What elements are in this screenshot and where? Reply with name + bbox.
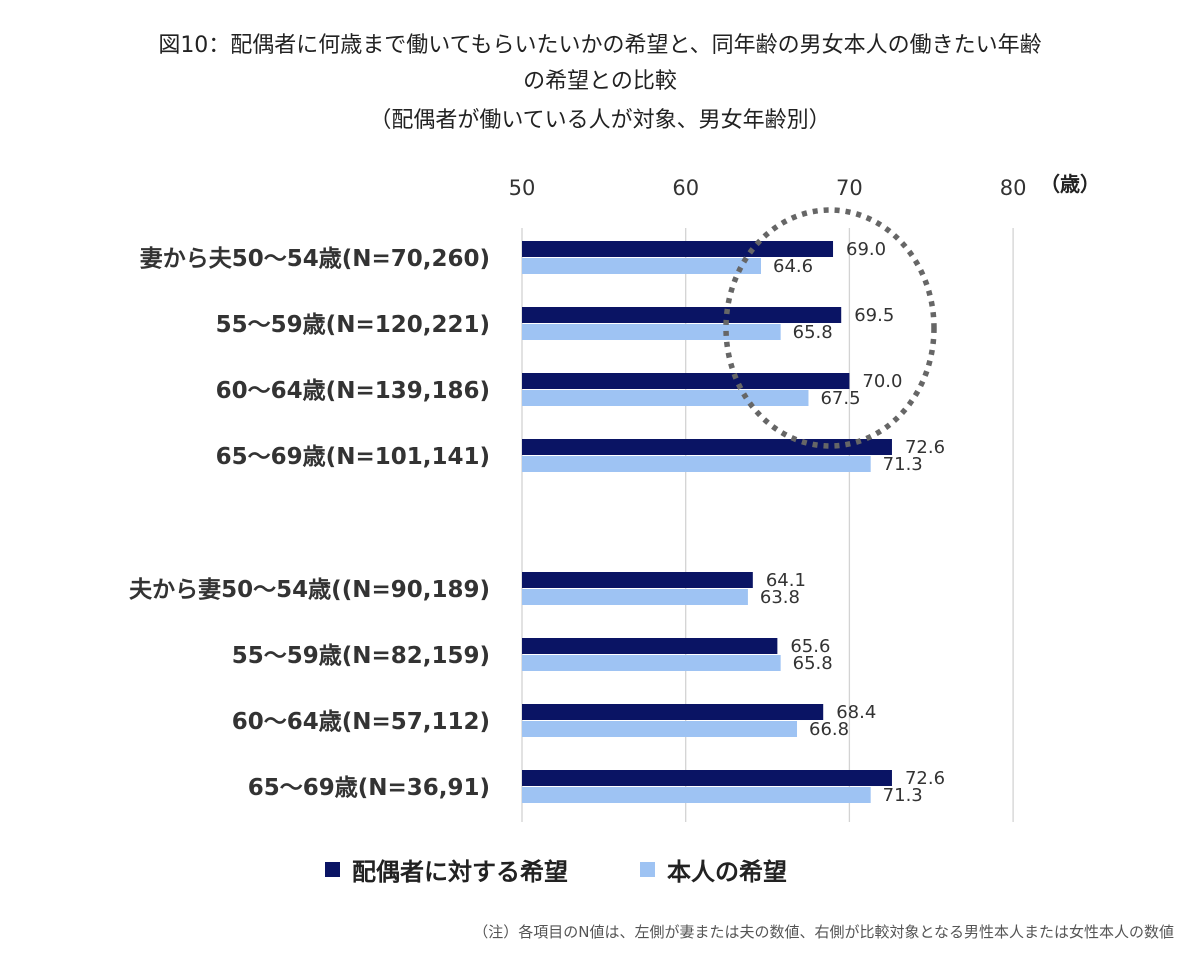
bar-self-wish <box>522 655 781 671</box>
data-label-spouse: 72.6 <box>905 768 945 789</box>
legend-label-self: 本人の希望 <box>667 858 787 886</box>
category-label: 60〜64歳(N=57,112) <box>232 709 490 735</box>
bar-spouse-wish <box>522 373 850 389</box>
data-label-spouse: 70.0 <box>862 371 902 392</box>
bar-self-wish <box>522 390 809 406</box>
bar-self-wish <box>522 589 748 605</box>
footnote: （注）各項目のN値は、左側が妻または夫の数値、右側が比較対象となる男性本人または… <box>473 923 1174 941</box>
bar-spouse-wish <box>522 439 892 455</box>
data-label-spouse: 69.5 <box>854 305 894 326</box>
chart-title-line-1: 図10：配偶者に何歳まで働いてもらいたいかの希望と、同年齢の男女本人の働きたい年… <box>158 33 1042 58</box>
bar-self-wish <box>522 787 871 803</box>
category-label: 55〜59歳(N=120,221) <box>216 312 490 338</box>
data-label-spouse: 68.4 <box>836 702 876 723</box>
data-label-spouse: 65.6 <box>790 636 830 657</box>
legend-item-spouse: 配偶者に対する希望 <box>325 852 568 887</box>
data-label-self: 64.6 <box>773 256 813 277</box>
category-label: 妻から夫50〜54歳(N=70,260) <box>140 245 490 272</box>
category-label: 60〜64歳(N=139,186) <box>216 378 490 404</box>
bar-self-wish <box>522 258 762 274</box>
bar-spouse-wish <box>522 638 778 654</box>
data-label-self: 65.8 <box>793 322 833 343</box>
x-tick-label-80: 80 <box>1000 176 1027 200</box>
data-label-self: 63.8 <box>760 587 800 608</box>
data-label-self: 67.5 <box>820 388 860 409</box>
highlight-ellipse <box>723 207 937 449</box>
bar-self-wish <box>522 721 798 737</box>
legend-item-self: 本人の希望 <box>640 852 787 887</box>
data-label-spouse: 64.1 <box>766 570 806 591</box>
chart-subtitle: （配偶者が働いている人が対象、男女年齢別） <box>369 108 831 133</box>
category-label: 夫から妻50〜54歳((N=90,189) <box>129 576 490 603</box>
bar-spouse-wish <box>522 704 824 720</box>
bar-spouse-wish <box>522 241 834 257</box>
bar-spouse-wish <box>522 572 753 588</box>
bar-self-wish <box>522 324 781 340</box>
x-tick-label-50: 50 <box>509 176 536 200</box>
category-label: 65〜69歳(N=36,91) <box>248 775 490 801</box>
x-tick-label-60: 60 <box>672 176 699 200</box>
data-label-spouse: 72.6 <box>905 437 945 458</box>
data-label-self: 71.3 <box>883 454 923 475</box>
legend-swatch-spouse <box>325 862 340 877</box>
data-label-spouse: 69.0 <box>846 239 886 260</box>
bar-spouse-wish <box>522 307 842 323</box>
data-label-self: 65.8 <box>793 653 833 674</box>
bar-self-wish <box>522 456 871 472</box>
x-tick-label-70: 70 <box>836 176 863 200</box>
chart-title-line-2: の希望との比較 <box>523 69 677 94</box>
legend-swatch-self <box>640 862 655 877</box>
category-label: 65〜69歳(N=101,141) <box>216 444 490 470</box>
x-axis-unit-label: （歳） <box>1040 172 1100 196</box>
category-label: 55〜59歳(N=82,159) <box>232 643 490 669</box>
legend-label-spouse: 配偶者に対する希望 <box>352 858 568 886</box>
data-label-self: 66.8 <box>809 719 849 740</box>
bar-spouse-wish <box>522 770 892 786</box>
data-label-self: 71.3 <box>883 785 923 806</box>
